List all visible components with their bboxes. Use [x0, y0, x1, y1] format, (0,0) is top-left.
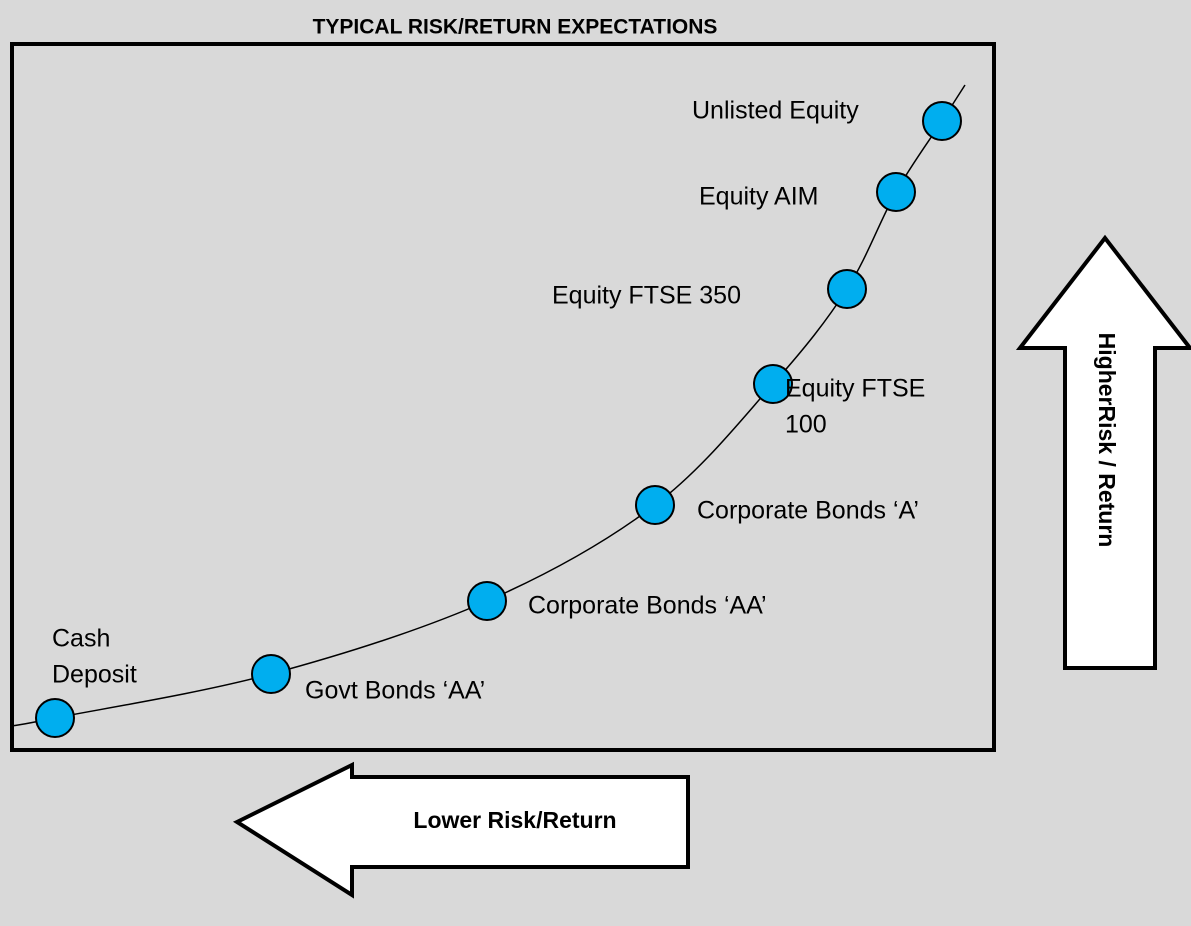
node-marker	[251, 654, 291, 694]
higher-arrow-label: HigherRisk / Return	[1094, 333, 1120, 548]
node-marker	[635, 485, 675, 525]
node-marker	[922, 101, 962, 141]
node-label: 100	[785, 411, 827, 439]
node-label: Unlisted Equity	[692, 97, 859, 125]
risk-curve	[11, 84, 966, 727]
lower-arrow-label: Lower Risk/Return	[413, 807, 616, 833]
node-marker	[35, 698, 75, 738]
node-label: Equity FTSE	[785, 375, 925, 403]
node-label: Corporate Bonds ‘A’	[697, 497, 919, 525]
node-label: Equity AIM	[699, 183, 819, 211]
node-label: Govt Bonds ‘AA’	[305, 677, 485, 705]
node-label: Equity FTSE 350	[552, 282, 741, 310]
lower-arrow	[232, 761, 690, 899]
title: TYPICAL RISK/RETURN EXPECTATIONS	[313, 16, 718, 39]
node-label: Deposit	[52, 661, 137, 689]
node-marker	[876, 172, 916, 212]
frame	[10, 42, 996, 752]
node-label: Cash	[52, 625, 110, 653]
node-marker	[827, 269, 867, 309]
higher-arrow	[1015, 234, 1191, 670]
node-marker	[753, 364, 793, 404]
node-marker	[467, 581, 507, 621]
nodes: Cash Deposit Govt Bonds ‘AA’ Corporate Bond…	[35, 97, 962, 738]
node-label: Corporate Bonds ‘AA’	[528, 592, 767, 620]
